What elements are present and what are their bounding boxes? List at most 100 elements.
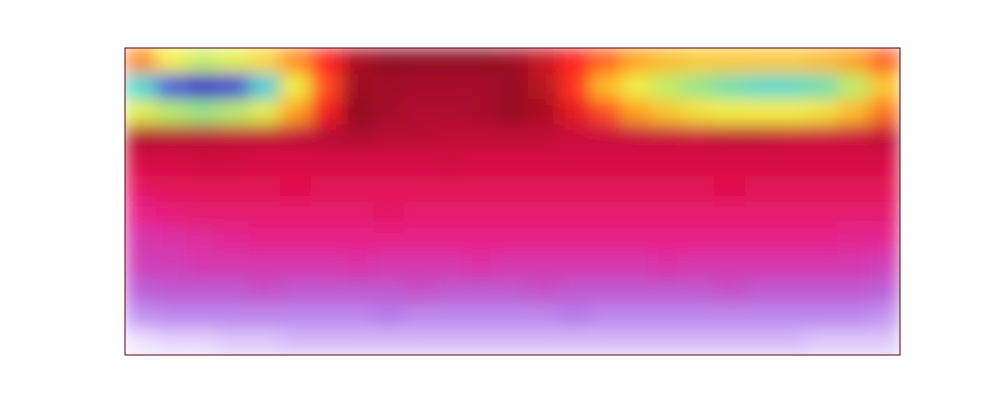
heatmap-cell — [373, 278, 405, 304]
heatmap-cell — [435, 48, 467, 74]
heatmap-cell — [838, 176, 870, 202]
heatmap-cell — [280, 176, 312, 202]
heatmap-cell — [776, 202, 808, 228]
heatmap-cell — [218, 227, 250, 253]
heatmap-cell — [838, 329, 870, 355]
heatmap-cell — [435, 227, 467, 253]
heatmap-cell — [590, 99, 622, 125]
heatmap-cell — [311, 329, 343, 355]
heatmap-cell — [528, 202, 560, 228]
heatmap-cell — [745, 150, 777, 176]
chart-root — [0, 0, 1000, 400]
heatmap-cell — [683, 125, 715, 151]
heatmap-cell — [342, 202, 374, 228]
heatmap-cell — [497, 253, 529, 279]
heatmap-cell — [125, 176, 157, 202]
heatmap-cell — [621, 99, 653, 125]
heatmap-cell — [187, 125, 219, 151]
heatmap-cell — [249, 150, 281, 176]
heatmap-cell — [249, 48, 281, 74]
heatmap-cell — [745, 74, 777, 100]
heatmap-cell — [280, 227, 312, 253]
heatmap-cell — [559, 150, 591, 176]
plot-frame — [125, 48, 900, 355]
heatmap-cell — [869, 227, 900, 253]
heatmap-cell — [466, 99, 498, 125]
heatmap-cell — [528, 150, 560, 176]
heatmap-cell — [528, 176, 560, 202]
heatmap-cell — [745, 329, 777, 355]
heatmap-cell — [125, 329, 157, 355]
heatmap-cell — [218, 329, 250, 355]
heatmap-cell — [807, 74, 839, 100]
heatmap-cell — [497, 278, 529, 304]
heatmap-cell — [249, 125, 281, 151]
heatmap-cell — [342, 227, 374, 253]
heatmap-cell — [621, 74, 653, 100]
plot-area — [125, 48, 900, 355]
heatmap-cell — [311, 125, 343, 151]
heatmap-cell — [218, 304, 250, 330]
heatmap-cell — [435, 176, 467, 202]
heatmap-cell — [187, 227, 219, 253]
heatmap-cell — [776, 48, 808, 74]
heatmap-cell — [342, 150, 374, 176]
heatmap-cell — [590, 48, 622, 74]
heatmap-cell — [218, 253, 250, 279]
heatmap-cell — [776, 176, 808, 202]
heatmap-cell — [311, 202, 343, 228]
heatmap-cell — [590, 253, 622, 279]
heatmap-cell — [156, 304, 188, 330]
heatmap-cell — [249, 227, 281, 253]
heatmap-cell — [807, 227, 839, 253]
heatmap-cell — [776, 99, 808, 125]
heatmap-cells — [125, 48, 900, 355]
heatmap-cell — [404, 304, 436, 330]
heatmap-cell — [528, 48, 560, 74]
heatmap-cell — [652, 150, 684, 176]
heatmap-cell — [745, 48, 777, 74]
chart — [0, 0, 1000, 400]
heatmap-cell — [652, 125, 684, 151]
heatmap-cell — [156, 329, 188, 355]
heatmap-cell — [838, 125, 870, 151]
heatmap-cell — [218, 202, 250, 228]
heatmap-cell — [621, 227, 653, 253]
heatmap-cell — [497, 227, 529, 253]
heatmap-cell — [435, 150, 467, 176]
heatmap-cell — [869, 99, 900, 125]
heatmap-cell — [187, 202, 219, 228]
heatmap-cell — [807, 278, 839, 304]
heatmap-cell — [590, 150, 622, 176]
heatmap-cell — [559, 202, 591, 228]
heatmap-cell — [249, 253, 281, 279]
heatmap-cell — [280, 304, 312, 330]
heatmap-cell — [249, 202, 281, 228]
heatmap-cell — [838, 227, 870, 253]
heatmap-cell — [621, 304, 653, 330]
heatmap-cell — [187, 48, 219, 74]
heatmap-cell — [311, 48, 343, 74]
heatmap-cell — [187, 329, 219, 355]
heatmap-cell — [404, 74, 436, 100]
heatmap-cell — [652, 74, 684, 100]
heatmap-cell — [621, 253, 653, 279]
heatmap-cell — [125, 202, 157, 228]
heatmap-cell — [683, 227, 715, 253]
heatmap-cell — [714, 202, 746, 228]
heatmap-cell — [528, 304, 560, 330]
heatmap-cell — [714, 150, 746, 176]
heatmap-cell — [218, 176, 250, 202]
heatmap-cell — [683, 304, 715, 330]
heatmap-cell — [187, 99, 219, 125]
heatmap-cell — [435, 304, 467, 330]
heatmap-cell — [404, 253, 436, 279]
heatmap-cell — [373, 150, 405, 176]
heatmap-cell — [125, 125, 157, 151]
heatmap-cell — [528, 253, 560, 279]
heatmap-cell — [156, 125, 188, 151]
heatmap-cell — [838, 253, 870, 279]
heatmap-cell — [683, 329, 715, 355]
heatmap-cell — [156, 74, 188, 100]
heatmap-cell — [466, 304, 498, 330]
